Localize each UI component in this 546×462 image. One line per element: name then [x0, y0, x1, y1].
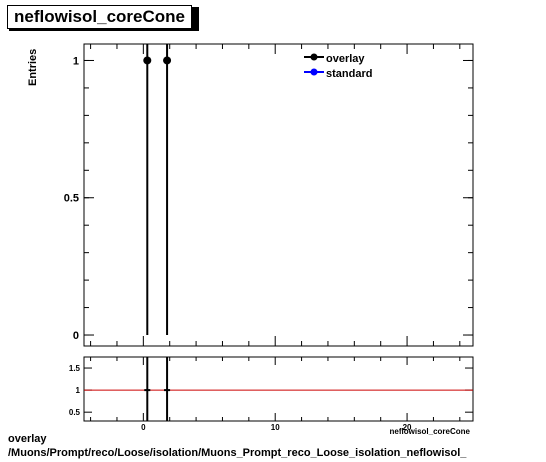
ratio-y-tick-label: 1.5 — [69, 364, 81, 373]
main-plot-frame — [83, 43, 474, 347]
data-point — [143, 56, 152, 65]
plot-title: neflowisol_coreCone — [7, 5, 192, 29]
main-axis-ticks: 00.51 — [64, 44, 473, 346]
footer-line-2: /Muons/Prompt/reco/Loose/isolation/Muons… — [8, 447, 467, 459]
x-axis-label: neflowisol_coreCone — [390, 427, 471, 436]
ratio-x-tick-label: 20 — [403, 423, 412, 432]
ratio-x-tick-label: 10 — [271, 423, 280, 432]
ratio-x-tick-label: 0 — [141, 423, 146, 432]
footer-text: overlay /Muons/Prompt/reco/Loose/isolati… — [8, 432, 466, 460]
ratio-data-marks — [84, 357, 473, 421]
legend-marker — [310, 68, 318, 76]
legend-label: overlay — [326, 53, 365, 65]
data-point — [163, 56, 172, 65]
footer-line-1: overlay — [8, 433, 47, 445]
y-tick-label: 0.5 — [64, 193, 79, 205]
legend-label: standard — [326, 68, 372, 80]
y-axis-label: Entries — [27, 49, 39, 86]
ratio-y-tick-label: 1 — [76, 386, 81, 395]
y-tick-label: 0 — [73, 330, 79, 342]
legend-marker — [310, 53, 318, 61]
ratio-y-tick-label: 0.5 — [69, 408, 81, 417]
ratio-plot-frame — [83, 356, 474, 422]
legend: overlay standard — [304, 53, 372, 80]
main-data-marks — [143, 44, 172, 336]
y-tick-label: 1 — [73, 55, 79, 67]
